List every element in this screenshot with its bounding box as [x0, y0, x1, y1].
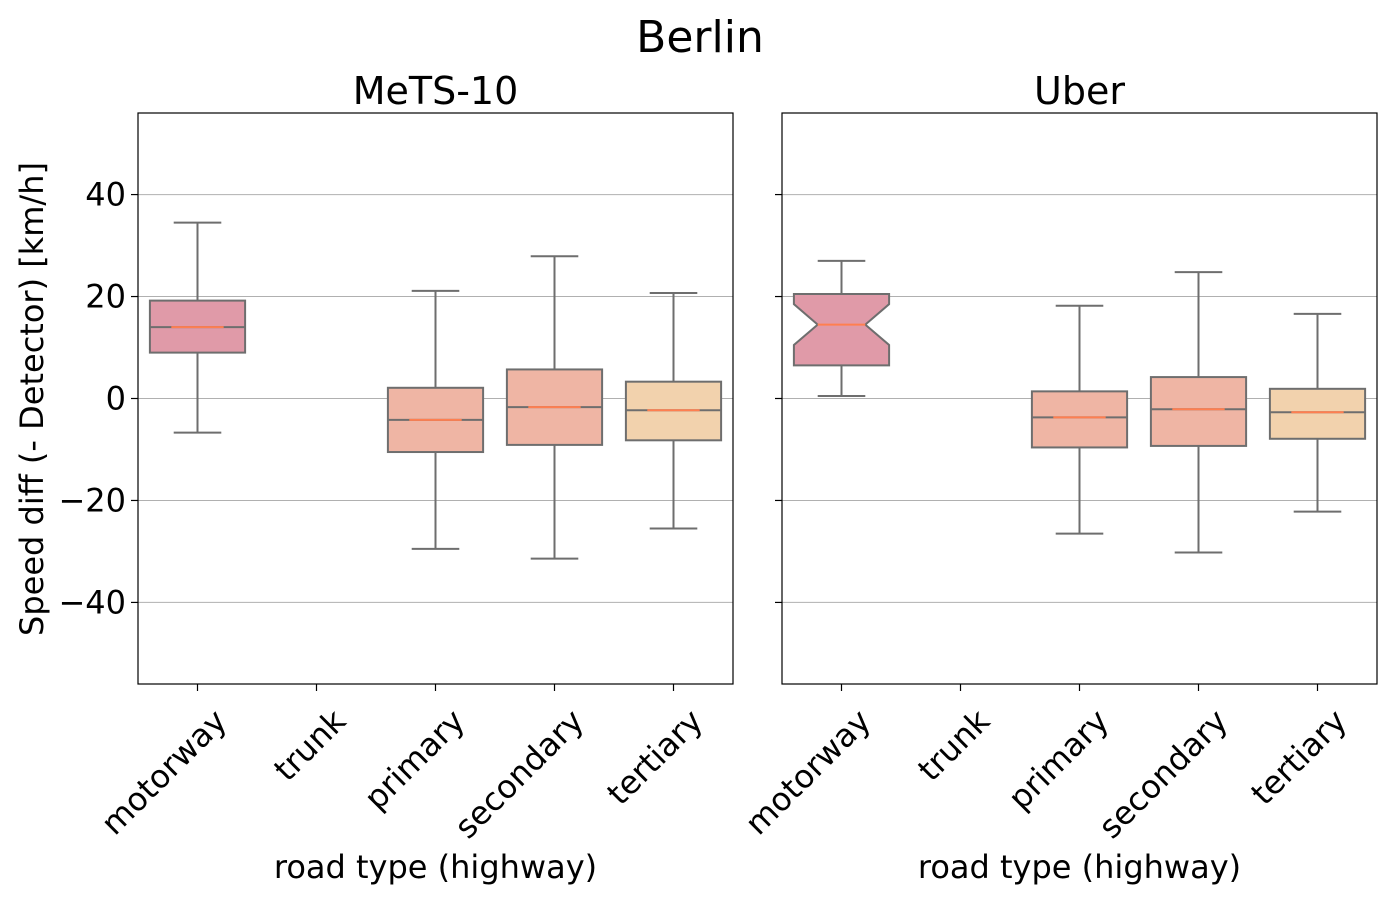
y-tick-label: 40 [85, 176, 126, 214]
panel-title: Uber [1034, 69, 1125, 113]
box-motorway [148, 221, 247, 434]
x-tick-label: motorway [738, 702, 879, 843]
box-secondary [1149, 271, 1248, 554]
x-tick-label: primary [357, 702, 472, 817]
x-tick-label: trunk [910, 701, 997, 788]
y-tick-label: −40 [58, 583, 126, 621]
x-tick-label: secondary [1091, 702, 1235, 846]
box-body [1268, 387, 1367, 440]
panel-title: MeTS-10 [353, 69, 519, 113]
box-tertiary [1268, 312, 1367, 513]
y-tick-label: 0 [106, 380, 126, 418]
box-secondary [505, 255, 604, 560]
x-tick-label: motorway [94, 702, 235, 843]
box-tertiary [624, 291, 723, 530]
box-body [792, 292, 891, 367]
box-primary [386, 289, 485, 550]
x-tick-label: trunk [266, 701, 353, 788]
panel-uber: Uber road type (highway) motorway trunk pr… [738, 69, 1378, 886]
x-axis-label: road type (highway) [918, 848, 1241, 886]
y-axis-label: Speed diff (- Detector) [km/h] [13, 162, 51, 636]
x-tick-label: secondary [447, 702, 591, 846]
box-body [1149, 376, 1248, 447]
x-tick-label: tertiary [1243, 702, 1354, 813]
y-tick-label: −20 [58, 481, 126, 519]
figure-title: Berlin [636, 12, 764, 63]
x-axis-label: road type (highway) [274, 848, 597, 886]
panel-mets-10: MeTS-10 road type (highway) Speed diff (… [13, 69, 734, 886]
x-tick-label: tertiary [599, 702, 710, 813]
box-body [1030, 390, 1129, 449]
box-motorway [792, 259, 891, 397]
box-primary [1030, 304, 1129, 535]
x-tick-label: primary [1001, 702, 1116, 817]
y-tick-label: 20 [85, 278, 126, 316]
